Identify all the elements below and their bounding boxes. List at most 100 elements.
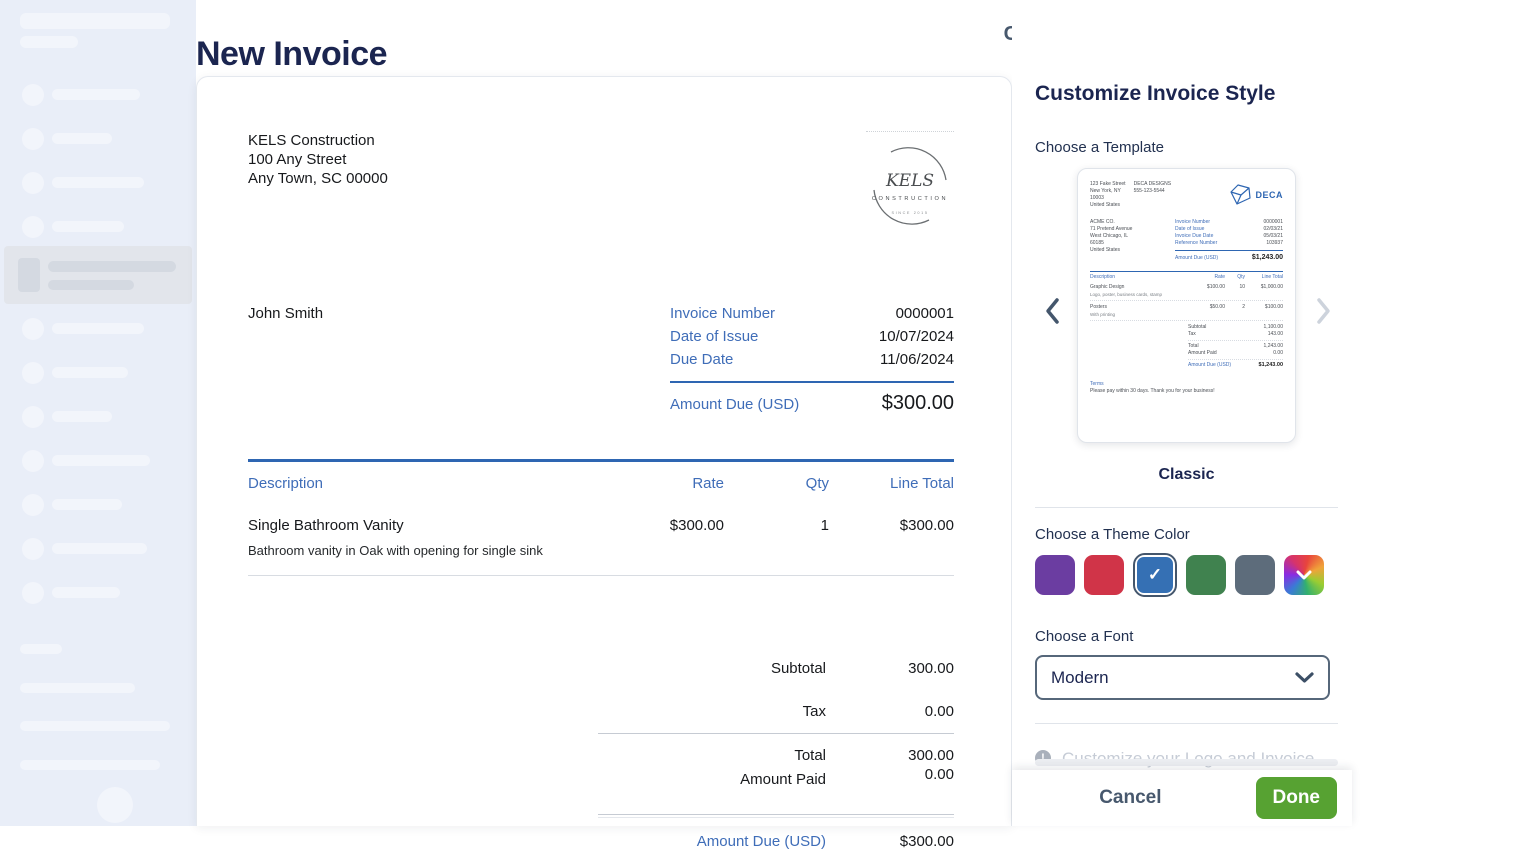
sidebar-icon-placeholder xyxy=(22,362,44,384)
sidebar-icon-placeholder xyxy=(22,538,44,560)
sidebar-dimmed xyxy=(0,0,196,826)
sidebar-icon-placeholder xyxy=(22,172,44,194)
date-of-issue-label: Date of Issue xyxy=(670,328,759,345)
font-dropdown[interactable]: Modern xyxy=(1035,655,1330,700)
amount-due-footer-label: Amount Due (USD) xyxy=(696,833,826,850)
preview-sender-address: 123 Fake Street New York, NY 10003 United S… xyxy=(1090,181,1126,208)
choose-theme-color-label: Choose a Theme Color xyxy=(1035,526,1190,543)
subtotal-value: 300.00 xyxy=(908,660,954,677)
sidebar-icon-placeholder xyxy=(22,582,44,604)
amount-due-value: $300.00 xyxy=(881,392,954,414)
company-address-line2: Any Town, SC 00000 xyxy=(248,170,388,187)
details-divider xyxy=(670,381,954,383)
sidebar-icon-placeholder xyxy=(22,216,44,238)
sidebar-item-placeholder xyxy=(52,587,120,598)
sidebar-footer-placeholder xyxy=(20,644,62,654)
invoice-number-value: 0000001 xyxy=(895,305,954,322)
panel-scroll-fade xyxy=(1035,759,1338,766)
totals-divider xyxy=(598,733,954,734)
total-label: Total xyxy=(794,747,826,764)
sidebar-active-item-placeholder xyxy=(4,246,192,304)
check-icon: ✓ xyxy=(1147,565,1163,584)
company-name: KELS Construction xyxy=(248,132,375,149)
line-items-header: Description Rate Qty Line Total xyxy=(248,462,954,492)
theme-color-custom-picker[interactable] xyxy=(1284,555,1324,595)
sidebar-item-placeholder xyxy=(52,133,112,144)
totals-block: Subtotal 300.00 Tax 0.00 Total 300.00 Am… xyxy=(598,660,954,850)
amount-paid-row: Amount Paid 0.00 xyxy=(598,766,954,788)
company-address-line1: 100 Any Street xyxy=(248,151,347,168)
sidebar-item-placeholder xyxy=(52,367,128,378)
client-name[interactable]: John Smith xyxy=(248,305,324,322)
sidebar-business-name-placeholder xyxy=(20,13,170,29)
sidebar-icon-placeholder xyxy=(22,128,44,150)
due-date-value: 11/06/2024 xyxy=(880,351,954,368)
theme-color-swatches: ✓ xyxy=(1035,553,1338,597)
chevron-down-icon xyxy=(1295,671,1314,683)
template-preview-classic[interactable]: 123 Fake Street New York, NY 10003 United S… xyxy=(1077,168,1296,443)
amount-due-footer-value: $300.00 xyxy=(899,833,954,850)
font-dropdown-value: Modern xyxy=(1051,667,1109,687)
amount-paid-value: 0.00 xyxy=(924,766,954,783)
company-logo[interactable]: KELS CONSTRUCTION SINCE 2015 xyxy=(866,131,954,239)
preview-logo-text: DECA xyxy=(1255,189,1283,200)
svg-text:CONSTRUCTION: CONSTRUCTION xyxy=(872,196,948,202)
sidebar-help-button-placeholder xyxy=(97,787,133,823)
totals-divider-2 xyxy=(598,814,954,818)
preview-client-address: ACME CO. 71 Pretend Avenue West Chicago, I… xyxy=(1090,219,1133,253)
preview-totals: Subtotal 1,100.00 Tax 143.00 Total 1,243.00… xyxy=(1188,324,1283,368)
date-of-issue-row: Date of Issue 10/07/2024 xyxy=(670,328,954,351)
line-item-details: Bathroom vanity in Oak with opening for … xyxy=(248,543,543,558)
done-button[interactable]: Done xyxy=(1255,777,1337,819)
sidebar-footer-placeholder xyxy=(20,683,135,693)
sidebar-footer-placeholder xyxy=(20,760,160,770)
preview-sender-contact: DECA DESIGNS 555-123-5544 xyxy=(1133,181,1172,194)
panel-footer: Cancel Done xyxy=(1012,770,1352,826)
subtotal-row: Subtotal 300.00 xyxy=(598,660,954,677)
company-address-block[interactable]: KELS Construction 100 Any Street Any Tow… xyxy=(248,131,388,239)
theme-color-purple[interactable] xyxy=(1035,555,1075,595)
preview-logo: DECA xyxy=(1227,181,1283,209)
panel-title: Customize Invoice Style xyxy=(1035,82,1276,105)
tax-label: Tax xyxy=(802,703,826,720)
sidebar-icon-placeholder xyxy=(22,318,44,340)
theme-color-blue-selected[interactable]: ✓ xyxy=(1133,553,1177,597)
line-items-table: Description Rate Qty Line Total Single B… xyxy=(248,459,954,576)
line-item-row[interactable]: Single Bathroom Vanity $300.00 1 $300.00… xyxy=(248,492,954,576)
chevron-down-icon xyxy=(1296,570,1312,580)
sidebar-item-placeholder xyxy=(52,323,144,334)
amount-due-footer-row: Amount Due (USD) $300.00 xyxy=(598,833,954,850)
svg-text:SINCE 2015: SINCE 2015 xyxy=(891,211,928,215)
preview-terms: Terms Please pay within 30 days. Thank y… xyxy=(1090,381,1215,394)
theme-color-slate[interactable] xyxy=(1235,555,1275,595)
deca-gem-icon xyxy=(1230,184,1252,205)
amount-paid-label: Amount Paid xyxy=(740,771,826,788)
invoice-number-label: Invoice Number xyxy=(670,305,776,322)
panel-cancel-button[interactable]: Cancel xyxy=(1093,786,1167,810)
sidebar-icon-placeholder xyxy=(22,450,44,472)
sidebar-item-placeholder xyxy=(52,221,124,232)
sidebar-item-placeholder xyxy=(52,89,140,100)
line-item-rate: $300.00 xyxy=(669,517,724,534)
invoice-number-row: Invoice Number 0000001 xyxy=(670,305,954,328)
date-of-issue-value: 10/07/2024 xyxy=(878,328,954,345)
preview-line-items: Description Rate Qty Line Total Graphic … xyxy=(1090,271,1283,369)
invoice-preview-card[interactable]: KELS Construction 100 Any Street Any Tow… xyxy=(196,76,1012,850)
previous-template-button[interactable] xyxy=(1040,293,1065,332)
choose-template-label: Choose a Template xyxy=(1035,139,1164,156)
theme-color-red[interactable] xyxy=(1084,555,1124,595)
panel-divider xyxy=(1035,723,1338,724)
next-template-button[interactable] xyxy=(1311,293,1336,332)
sidebar-icon-placeholder xyxy=(22,84,44,106)
line-item-total: $300.00 xyxy=(899,517,954,534)
sidebar-business-sub-placeholder xyxy=(20,36,78,48)
due-date-label: Due Date xyxy=(670,351,734,368)
sidebar-item-placeholder xyxy=(52,543,147,554)
theme-color-green[interactable] xyxy=(1186,555,1226,595)
line-item-description: Single Bathroom Vanity xyxy=(248,517,404,534)
amount-due-row: Amount Due (USD) $300.00 xyxy=(670,392,954,415)
invoice-details-block[interactable]: Invoice Number 0000001 Date of Issue 10/… xyxy=(670,305,954,415)
template-name: Classic xyxy=(1158,466,1215,483)
sidebar-icon-placeholder xyxy=(22,406,44,428)
kels-logo-icon: KELS CONSTRUCTION SINCE 2015 xyxy=(872,147,948,225)
